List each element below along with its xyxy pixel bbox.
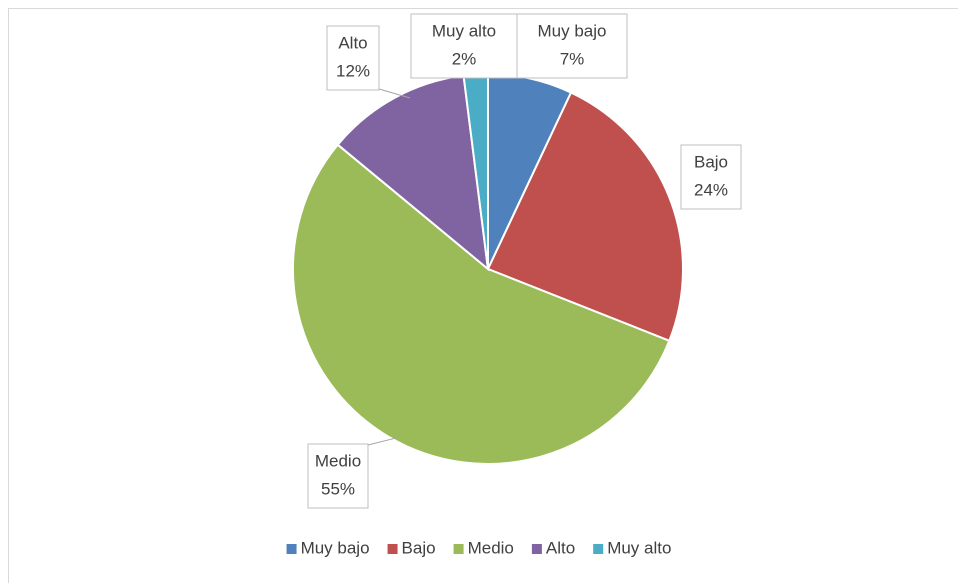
legend-label: Muy alto <box>607 538 671 557</box>
data-label-box <box>326 25 380 91</box>
data-label-category: Muy bajo <box>538 21 607 40</box>
legend-swatch <box>531 544 542 554</box>
data-label-category: Medio <box>315 451 361 470</box>
data-label-box <box>680 144 742 210</box>
leader-line <box>367 436 401 446</box>
pie-slice <box>486 91 684 343</box>
data-label-category: Alto <box>338 33 367 52</box>
leader-line <box>378 88 411 99</box>
data-label-box <box>410 13 518 79</box>
legend-swatch <box>593 544 604 554</box>
legend-label: Muy bajo <box>301 538 370 557</box>
data-label-category: Bajo <box>694 152 728 171</box>
legend-swatch <box>387 544 398 554</box>
legend-label: Bajo <box>402 538 436 557</box>
data-label-box <box>516 13 628 79</box>
data-label-value: 24% <box>694 180 728 199</box>
data-label-category: Muy alto <box>432 21 496 40</box>
pie-slice <box>292 143 671 465</box>
data-label-value: 55% <box>321 479 355 498</box>
legend-label: Medio <box>468 538 514 557</box>
data-label-box <box>307 443 369 509</box>
legend-swatch <box>453 544 464 554</box>
legend-label: Alto <box>546 538 575 557</box>
data-label-value: 2% <box>452 49 477 68</box>
data-label-value: 12% <box>336 61 370 80</box>
legend-swatch <box>286 544 297 554</box>
data-label-value: 7% <box>560 49 585 68</box>
